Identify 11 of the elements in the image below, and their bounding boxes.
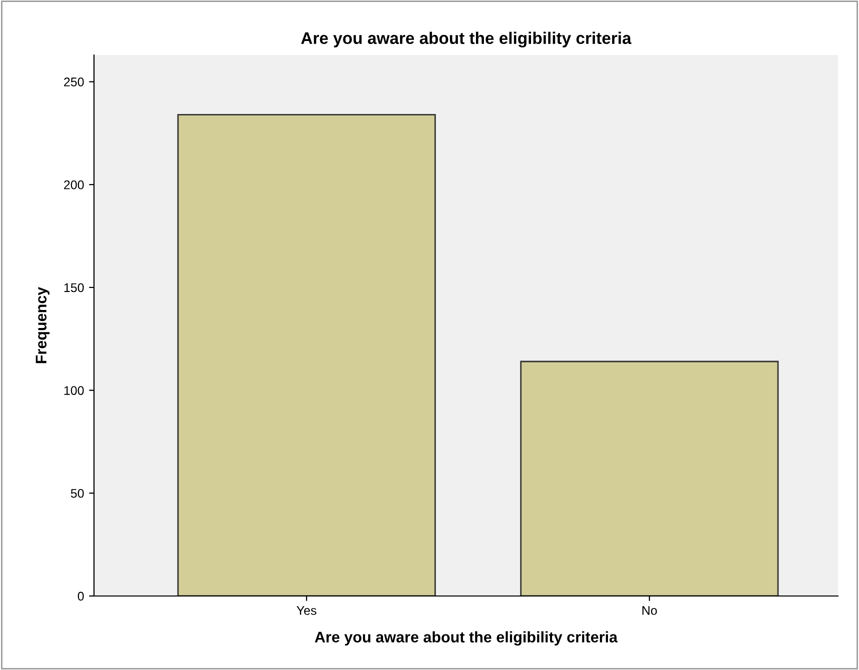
x-axis-title: Are you aware about the eligibility criteria [314, 631, 618, 646]
y-axis-title: Frequency [36, 286, 50, 364]
y-tick-label: 50 [70, 488, 84, 498]
x-tick-label: No [642, 606, 657, 615]
y-tick-label: 100 [64, 386, 84, 395]
y-tick-label: 0 [78, 592, 84, 601]
x-tick-label: Yes [296, 606, 316, 615]
chart-title: Are you aware about the eligibility criteria [301, 32, 632, 48]
y-tick-label: 150 [64, 283, 84, 292]
y-tick-label: 200 [64, 180, 84, 190]
y-tick-label: 250 [64, 78, 84, 86]
